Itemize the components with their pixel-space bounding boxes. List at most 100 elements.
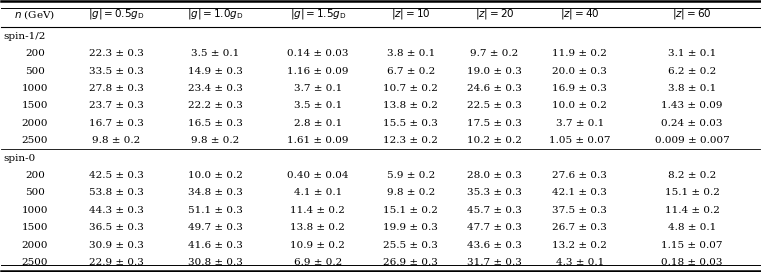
Text: 6.7 ± 0.2: 6.7 ± 0.2 — [387, 67, 435, 76]
Text: 16.7 ± 0.3: 16.7 ± 0.3 — [89, 119, 144, 128]
Text: 35.3 ± 0.3: 35.3 ± 0.3 — [467, 188, 522, 197]
Text: 43.6 ± 0.3: 43.6 ± 0.3 — [467, 241, 522, 250]
Text: 22.5 ± 0.3: 22.5 ± 0.3 — [467, 101, 522, 110]
Text: 11.4 ± 0.2: 11.4 ± 0.2 — [664, 206, 719, 215]
Text: 26.9 ± 0.3: 26.9 ± 0.3 — [384, 258, 438, 267]
Text: 1.16 ± 0.09: 1.16 ± 0.09 — [287, 67, 349, 76]
Text: 15.1 ± 0.2: 15.1 ± 0.2 — [384, 206, 438, 215]
Text: 1500: 1500 — [21, 101, 48, 110]
Text: 10.0 ± 0.2: 10.0 ± 0.2 — [552, 101, 607, 110]
Text: 3.8 ± 0.1: 3.8 ± 0.1 — [668, 84, 716, 93]
Text: 1000: 1000 — [21, 206, 48, 215]
Text: 10.9 ± 0.2: 10.9 ± 0.2 — [291, 241, 345, 250]
Text: 3.7 ± 0.1: 3.7 ± 0.1 — [294, 84, 342, 93]
Text: 4.8 ± 0.1: 4.8 ± 0.1 — [668, 223, 716, 232]
Text: 19.0 ± 0.3: 19.0 ± 0.3 — [467, 67, 522, 76]
Text: 49.7 ± 0.3: 49.7 ± 0.3 — [188, 223, 243, 232]
Text: 6.9 ± 0.2: 6.9 ± 0.2 — [294, 258, 342, 267]
Text: 4.1 ± 0.1: 4.1 ± 0.1 — [294, 188, 342, 197]
Text: 9.8 ± 0.2: 9.8 ± 0.2 — [92, 136, 141, 145]
Text: 2500: 2500 — [21, 136, 48, 145]
Text: 10.2 ± 0.2: 10.2 ± 0.2 — [467, 136, 522, 145]
Text: 10.7 ± 0.2: 10.7 ± 0.2 — [384, 84, 438, 93]
Text: 36.5 ± 0.3: 36.5 ± 0.3 — [89, 223, 144, 232]
Text: 28.0 ± 0.3: 28.0 ± 0.3 — [467, 171, 522, 180]
Text: 27.6 ± 0.3: 27.6 ± 0.3 — [552, 171, 607, 180]
Text: 31.7 ± 0.3: 31.7 ± 0.3 — [467, 258, 522, 267]
Text: $|z| = 60$: $|z| = 60$ — [672, 7, 712, 21]
Text: 13.8 ± 0.2: 13.8 ± 0.2 — [384, 101, 438, 110]
Text: 200: 200 — [25, 49, 45, 58]
Text: 0.14 ± 0.03: 0.14 ± 0.03 — [287, 49, 349, 58]
Text: 2.8 ± 0.1: 2.8 ± 0.1 — [294, 119, 342, 128]
Text: 51.1 ± 0.3: 51.1 ± 0.3 — [188, 206, 243, 215]
Text: 11.4 ± 0.2: 11.4 ± 0.2 — [291, 206, 345, 215]
Text: 16.5 ± 0.3: 16.5 ± 0.3 — [188, 119, 243, 128]
Text: 13.8 ± 0.2: 13.8 ± 0.2 — [291, 223, 345, 232]
Text: $|z| = 20$: $|z| = 20$ — [475, 7, 514, 21]
Text: 26.7 ± 0.3: 26.7 ± 0.3 — [552, 223, 607, 232]
Text: 37.5 ± 0.3: 37.5 ± 0.3 — [552, 206, 607, 215]
Text: 9.8 ± 0.2: 9.8 ± 0.2 — [387, 188, 435, 197]
Text: 30.8 ± 0.3: 30.8 ± 0.3 — [188, 258, 243, 267]
Text: 3.5 ± 0.1: 3.5 ± 0.1 — [294, 101, 342, 110]
Text: 1500: 1500 — [21, 223, 48, 232]
Text: 8.2 ± 0.2: 8.2 ± 0.2 — [668, 171, 716, 180]
Text: 25.5 ± 0.3: 25.5 ± 0.3 — [384, 241, 438, 250]
Text: 5.9 ± 0.2: 5.9 ± 0.2 — [387, 171, 435, 180]
Text: 42.1 ± 0.3: 42.1 ± 0.3 — [552, 188, 607, 197]
Text: 53.8 ± 0.3: 53.8 ± 0.3 — [89, 188, 144, 197]
Text: 20.0 ± 0.3: 20.0 ± 0.3 — [552, 67, 607, 76]
Text: 1000: 1000 — [21, 84, 48, 93]
Text: 2500: 2500 — [21, 258, 48, 267]
Text: 0.40 ± 0.04: 0.40 ± 0.04 — [287, 171, 349, 180]
Text: 2000: 2000 — [21, 241, 48, 250]
Text: 23.7 ± 0.3: 23.7 ± 0.3 — [89, 101, 144, 110]
Text: $|g| = 0.5g_{\rm D}$: $|g| = 0.5g_{\rm D}$ — [88, 7, 145, 21]
Text: 10.0 ± 0.2: 10.0 ± 0.2 — [188, 171, 243, 180]
Text: 24.6 ± 0.3: 24.6 ± 0.3 — [467, 84, 522, 93]
Text: 27.8 ± 0.3: 27.8 ± 0.3 — [89, 84, 144, 93]
Text: 1.05 ± 0.07: 1.05 ± 0.07 — [549, 136, 610, 145]
Text: 34.8 ± 0.3: 34.8 ± 0.3 — [188, 188, 243, 197]
Text: 47.7 ± 0.3: 47.7 ± 0.3 — [467, 223, 522, 232]
Text: 500: 500 — [25, 67, 45, 76]
Text: $|z| = 40$: $|z| = 40$ — [560, 7, 600, 21]
Text: 1.61 ± 0.09: 1.61 ± 0.09 — [287, 136, 349, 145]
Text: spin-0: spin-0 — [3, 154, 35, 163]
Text: 6.2 ± 0.2: 6.2 ± 0.2 — [668, 67, 716, 76]
Text: $|g| = 1.0g_{\rm D}$: $|g| = 1.0g_{\rm D}$ — [187, 7, 244, 21]
Text: spin-1/2: spin-1/2 — [3, 32, 46, 41]
Text: 500: 500 — [25, 188, 45, 197]
Text: 9.8 ± 0.2: 9.8 ± 0.2 — [191, 136, 240, 145]
Text: 12.3 ± 0.2: 12.3 ± 0.2 — [384, 136, 438, 145]
Text: 1.15 ± 0.07: 1.15 ± 0.07 — [661, 241, 723, 250]
Text: 44.3 ± 0.3: 44.3 ± 0.3 — [89, 206, 144, 215]
Text: $|z| = 10$: $|z| = 10$ — [391, 7, 431, 21]
Text: 3.8 ± 0.1: 3.8 ± 0.1 — [387, 49, 435, 58]
Text: 16.9 ± 0.3: 16.9 ± 0.3 — [552, 84, 607, 93]
Text: 3.7 ± 0.1: 3.7 ± 0.1 — [556, 119, 604, 128]
Text: 33.5 ± 0.3: 33.5 ± 0.3 — [89, 67, 144, 76]
Text: 23.4 ± 0.3: 23.4 ± 0.3 — [188, 84, 243, 93]
Text: 3.5 ± 0.1: 3.5 ± 0.1 — [191, 49, 240, 58]
Text: 17.5 ± 0.3: 17.5 ± 0.3 — [467, 119, 522, 128]
Text: 3.1 ± 0.1: 3.1 ± 0.1 — [668, 49, 716, 58]
Text: 9.7 ± 0.2: 9.7 ± 0.2 — [470, 49, 518, 58]
Text: 2000: 2000 — [21, 119, 48, 128]
Text: 22.2 ± 0.3: 22.2 ± 0.3 — [188, 101, 243, 110]
Text: 0.009 ± 0.007: 0.009 ± 0.007 — [654, 136, 729, 145]
Text: 15.5 ± 0.3: 15.5 ± 0.3 — [384, 119, 438, 128]
Text: 22.3 ± 0.3: 22.3 ± 0.3 — [89, 49, 144, 58]
Text: 42.5 ± 0.3: 42.5 ± 0.3 — [89, 171, 144, 180]
Text: 19.9 ± 0.3: 19.9 ± 0.3 — [384, 223, 438, 232]
Text: $|g| = 1.5g_{\rm D}$: $|g| = 1.5g_{\rm D}$ — [289, 7, 346, 21]
Text: $n$ (GeV): $n$ (GeV) — [14, 8, 56, 21]
Text: 1.43 ± 0.09: 1.43 ± 0.09 — [661, 101, 723, 110]
Text: 15.1 ± 0.2: 15.1 ± 0.2 — [664, 188, 719, 197]
Text: 11.9 ± 0.2: 11.9 ± 0.2 — [552, 49, 607, 58]
Text: 4.3 ± 0.1: 4.3 ± 0.1 — [556, 258, 604, 267]
Text: 22.9 ± 0.3: 22.9 ± 0.3 — [89, 258, 144, 267]
Text: 30.9 ± 0.3: 30.9 ± 0.3 — [89, 241, 144, 250]
Text: 13.2 ± 0.2: 13.2 ± 0.2 — [552, 241, 607, 250]
